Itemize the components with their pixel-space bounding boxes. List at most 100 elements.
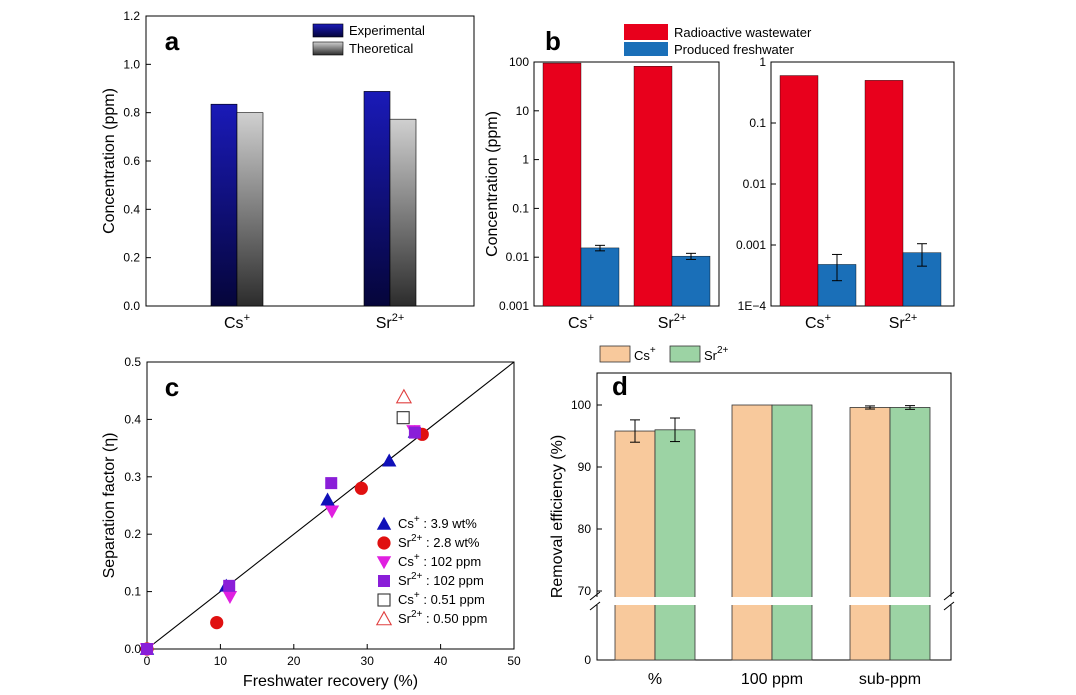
panel-b-left-frame xyxy=(533,61,720,307)
legend-label: Cs+ : 0.51 ppm xyxy=(398,590,485,607)
scatter-point-triangle-up xyxy=(395,388,413,404)
bar-freshwater-cs xyxy=(580,247,620,307)
y-tick-label: 1E−4 xyxy=(738,299,767,313)
scatter-point-square xyxy=(223,579,236,592)
bar-cs-1 xyxy=(731,404,773,661)
legend-label-theoretical: Theoretical xyxy=(349,41,413,56)
y-tick-label: 10 xyxy=(516,104,530,118)
y-tick-label: 100 xyxy=(571,398,591,412)
legend-swatch-cs xyxy=(599,345,631,363)
legend-swatch-theoretical xyxy=(312,41,344,56)
legend-swatch-freshwater xyxy=(624,42,668,56)
bar-cs-2 xyxy=(849,407,891,661)
scatter-point-square xyxy=(141,643,153,655)
axis-break-mark xyxy=(943,601,955,611)
x-category-label: Cs+ xyxy=(805,312,831,332)
x-tick-label: 0 xyxy=(144,654,151,668)
bar-radioactive-cs xyxy=(542,62,582,307)
panel-a-frame xyxy=(145,15,475,307)
y-tick-label: 1.0 xyxy=(123,57,140,71)
scatter-point-circle xyxy=(210,615,224,630)
legend-label-experimental: Experimental xyxy=(349,23,425,38)
x-tick-label: 30 xyxy=(361,654,375,668)
x-tick-label: 40 xyxy=(434,654,448,668)
y-tick-label: 1.2 xyxy=(123,9,140,23)
panel-letter-d: d xyxy=(612,371,628,401)
bar-freshwater-sr xyxy=(671,255,711,307)
axis-break-mark xyxy=(589,591,601,601)
scatter-point-triangle-up xyxy=(320,492,335,506)
y-tick-label: 0.8 xyxy=(123,106,140,120)
bar-theoretical-sr xyxy=(389,118,417,307)
x-axis-title: Freshwater recovery (%) xyxy=(243,673,418,690)
bar-radioactive-sr xyxy=(864,80,904,307)
y-tick-label: 0.5 xyxy=(124,355,141,369)
legend-label: Sr2+ : 0.50 ppm xyxy=(398,609,487,626)
y-tick-label: 0.2 xyxy=(124,527,141,541)
legend-label-freshwater: Produced freshwater xyxy=(674,42,795,57)
y-tick-label: 0.001 xyxy=(736,238,766,252)
bar-radioactive-cs xyxy=(779,75,819,307)
legend-marker xyxy=(377,593,391,607)
y-tick-label: 1 xyxy=(759,55,766,69)
y-tick-label: 0.0 xyxy=(124,642,141,656)
legend-label: Cs+ : 102 ppm xyxy=(398,552,481,569)
panel-a: 0.0 0.2 0.4 0.6 0.8 1.0 1.2 Cs+ Sr2+ Concentratio… xyxy=(101,9,475,332)
scatter-point-circle xyxy=(354,481,368,495)
panel-b: 0.001 0.01 0.1 1 10 100 Cs+ Sr2+ 1E−4 0.001 0.01 0.… xyxy=(484,24,955,332)
x-category-label: Sr2+ xyxy=(889,312,918,332)
legend-swatch-radioactive xyxy=(624,24,668,40)
x-category-label: sub-ppm xyxy=(859,671,921,688)
bar-experimental-sr xyxy=(363,91,391,307)
legend-label-cs: Cs+ xyxy=(634,345,656,363)
y-tick-label: 0.01 xyxy=(506,250,530,264)
y-tick-label: 0 xyxy=(584,653,591,667)
y-tick-label: 0.1 xyxy=(124,585,141,599)
bar-sr-1 xyxy=(771,404,813,661)
scatter-point-triangle-up xyxy=(382,453,397,467)
y-tick-label: 0.1 xyxy=(749,116,766,130)
y-tick-label: 1 xyxy=(522,153,529,167)
bar-radioactive-sr xyxy=(633,66,673,307)
scatter-point-square xyxy=(396,411,410,425)
x-category-label: Cs+ xyxy=(224,312,250,332)
y-tick-label: 0.4 xyxy=(124,412,141,426)
legend-label: Sr2+ : 102 ppm xyxy=(398,571,484,588)
y-tick-label: 0.4 xyxy=(123,202,140,216)
legend-marker xyxy=(376,556,392,570)
y-axis-title: Concentration (ppm) xyxy=(101,88,118,234)
y-tick-label: 70 xyxy=(578,584,592,598)
panel-letter-c: c xyxy=(165,372,179,402)
panel-d: 0 70 80 90 100% 100 ppm sub-ppm Removal efficie… xyxy=(549,345,963,688)
x-category-label: Sr2+ xyxy=(658,312,687,332)
y-axis-title: Removal efficiency (%) xyxy=(549,435,566,598)
y-tick-label: 0.2 xyxy=(123,251,140,265)
legend-label-radioactive: Radioactive wastewater xyxy=(674,25,812,40)
y-tick-label: 0.01 xyxy=(743,177,767,191)
panel-letter-a: a xyxy=(165,26,180,56)
legend-marker xyxy=(376,516,392,530)
panel-c: 0.0 0.1 0.2 0.3 0.4 0.5 0 10 20 30 40 50 Cs+ : 3.9 w… xyxy=(101,355,521,690)
axis-break-mark xyxy=(943,591,955,601)
y-tick-label: 90 xyxy=(578,460,592,474)
scatter-point-square xyxy=(325,477,338,490)
scatter-point-square xyxy=(408,426,421,439)
axis-break-gap xyxy=(585,597,963,605)
y-tick-label: 0.3 xyxy=(124,470,141,484)
y-tick-label: 100 xyxy=(509,55,529,69)
y-axis-title: Concentration (ppm) xyxy=(484,111,501,257)
scatter-point-triangle-down xyxy=(324,505,340,519)
legend-marker xyxy=(377,536,391,550)
legend-label: Cs+ : 3.9 wt% xyxy=(398,514,477,531)
y-tick-label: 0.6 xyxy=(123,154,140,168)
legend-marker xyxy=(378,575,390,587)
scatter-point-triangle-down xyxy=(222,591,238,604)
panel-c-frame xyxy=(146,361,515,650)
legend-swatch-sr xyxy=(669,345,701,363)
legend-marker xyxy=(375,610,393,626)
panel-letter-b: b xyxy=(545,26,561,56)
y-tick-label: 0.001 xyxy=(499,299,529,313)
bar-sr-2 xyxy=(889,407,931,661)
